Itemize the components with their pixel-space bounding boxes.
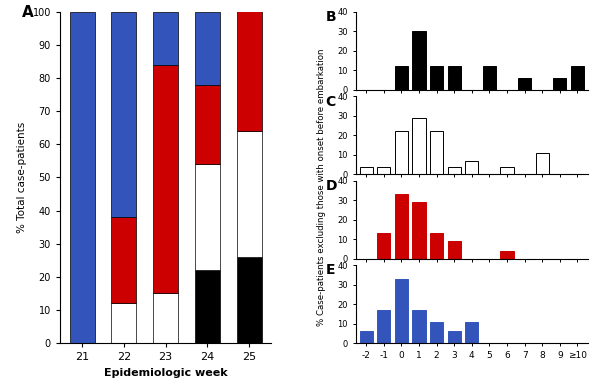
Text: C: C xyxy=(325,94,335,108)
Bar xyxy=(70,12,95,343)
Bar xyxy=(395,66,408,90)
Text: D: D xyxy=(325,179,337,193)
Bar xyxy=(448,167,461,174)
Bar xyxy=(395,194,408,259)
Bar xyxy=(377,310,391,343)
X-axis label: Epidemiologic week: Epidemiologic week xyxy=(104,368,227,378)
Bar xyxy=(430,233,443,259)
Bar xyxy=(412,31,425,90)
Bar xyxy=(153,293,178,343)
Text: % Case-patients excluding those with onset before embarkation: % Case-patients excluding those with ons… xyxy=(317,48,325,326)
Bar xyxy=(195,12,220,85)
Bar xyxy=(359,167,373,174)
Bar xyxy=(448,66,461,90)
Bar xyxy=(553,78,566,90)
Bar xyxy=(483,66,496,90)
Bar xyxy=(500,251,514,259)
Bar xyxy=(359,332,373,343)
Bar xyxy=(112,303,136,343)
Bar xyxy=(465,322,478,343)
Bar xyxy=(377,167,391,174)
Bar xyxy=(153,12,178,65)
Bar xyxy=(236,257,262,343)
Bar xyxy=(395,131,408,174)
Bar xyxy=(153,65,178,293)
Text: E: E xyxy=(325,264,335,277)
Bar xyxy=(500,167,514,174)
Bar xyxy=(395,279,408,343)
Bar xyxy=(571,66,584,90)
Bar xyxy=(430,322,443,343)
Bar xyxy=(236,0,262,131)
Bar xyxy=(536,153,549,174)
Bar xyxy=(448,241,461,259)
Bar xyxy=(412,118,425,174)
Text: B: B xyxy=(325,10,336,24)
Bar xyxy=(236,131,262,257)
Bar xyxy=(377,233,391,259)
Bar xyxy=(195,85,220,164)
Bar xyxy=(412,310,425,343)
Bar xyxy=(195,164,220,270)
Text: A: A xyxy=(22,5,34,20)
Bar xyxy=(112,217,136,303)
Bar xyxy=(430,131,443,174)
Bar xyxy=(112,12,136,217)
Bar xyxy=(465,161,478,174)
Y-axis label: % Total case-patients: % Total case-patients xyxy=(17,122,27,233)
Bar xyxy=(195,270,220,343)
Bar xyxy=(448,332,461,343)
Bar xyxy=(430,66,443,90)
Bar xyxy=(518,78,531,90)
Bar xyxy=(412,202,425,259)
